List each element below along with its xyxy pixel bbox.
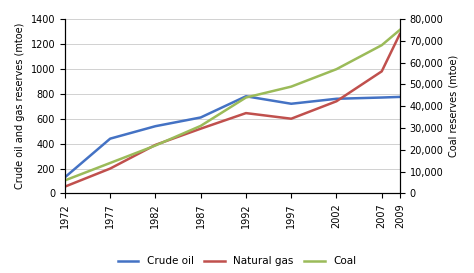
- Natural gas: [288, 117, 294, 120]
- Natural gas: [379, 70, 384, 73]
- Natural gas: [153, 143, 158, 147]
- Line: Natural gas: Natural gas: [65, 34, 400, 187]
- Coal: [107, 161, 113, 165]
- Natural gas: [198, 127, 203, 130]
- Natural gas: [243, 111, 249, 115]
- Y-axis label: Crude oil and gas reserves (mtoe): Crude oil and gas reserves (mtoe): [15, 23, 25, 189]
- Crude oil: [107, 137, 113, 140]
- Coal: [62, 179, 68, 182]
- Natural gas: [334, 100, 339, 103]
- Coal: [198, 124, 203, 127]
- Crude oil: [397, 95, 403, 99]
- Coal: [379, 43, 384, 47]
- Line: Crude oil: Crude oil: [65, 96, 400, 177]
- Crude oil: [243, 95, 249, 98]
- Crude oil: [379, 96, 384, 99]
- Crude oil: [288, 102, 294, 105]
- Coal: [153, 144, 158, 147]
- Coal: [334, 67, 339, 71]
- Y-axis label: Coal reserves (mtoe): Coal reserves (mtoe): [449, 55, 459, 157]
- Coal: [397, 28, 403, 32]
- Crude oil: [198, 116, 203, 119]
- Coal: [243, 96, 249, 99]
- Legend: Crude oil, Natural gas, Coal: Crude oil, Natural gas, Coal: [113, 252, 361, 271]
- Crude oil: [334, 97, 339, 100]
- Natural gas: [107, 167, 113, 170]
- Natural gas: [62, 185, 68, 188]
- Natural gas: [397, 32, 403, 35]
- Crude oil: [153, 124, 158, 128]
- Crude oil: [62, 176, 68, 179]
- Coal: [288, 85, 294, 88]
- Line: Coal: Coal: [65, 30, 400, 180]
